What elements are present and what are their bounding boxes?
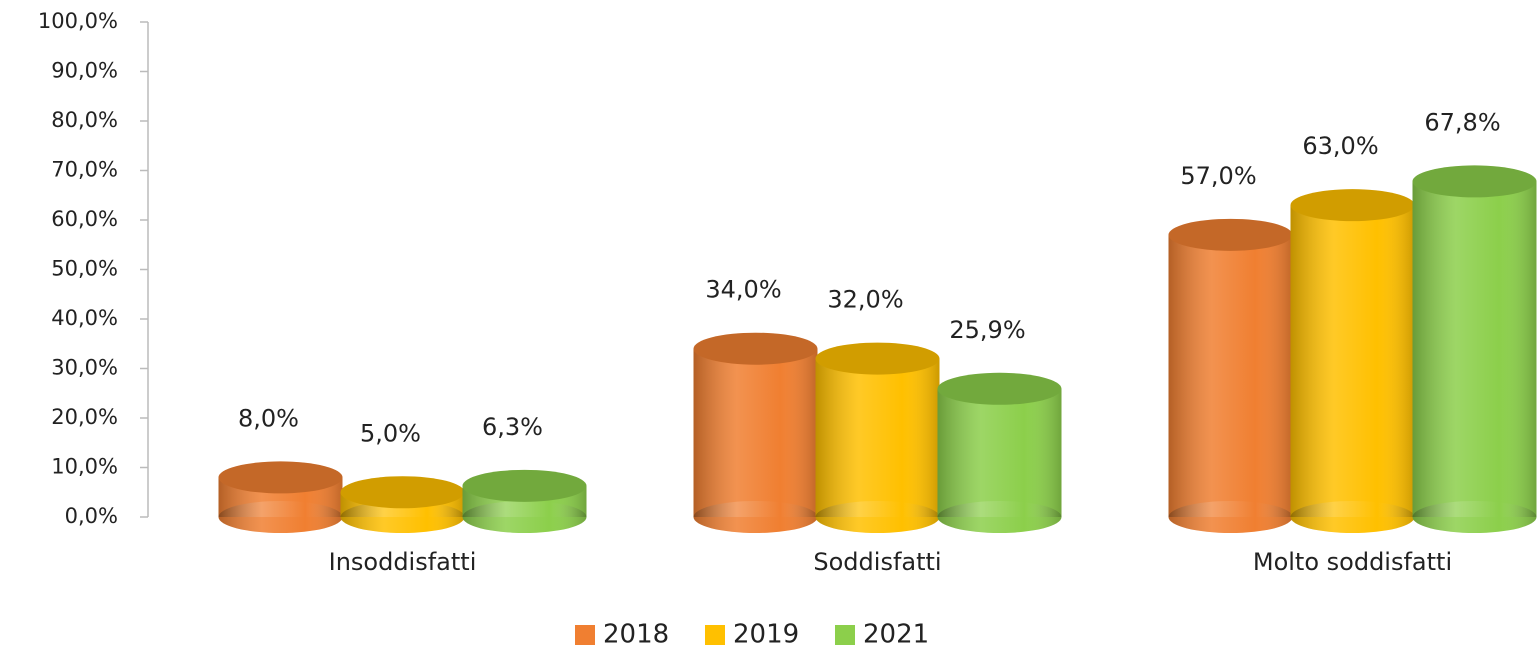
y-tick-label: 30,0% bbox=[51, 356, 118, 380]
y-tick-label: 40,0% bbox=[51, 306, 118, 330]
value-label: 32,0% bbox=[827, 286, 903, 314]
bar-top bbox=[937, 372, 1062, 405]
legend-swatch bbox=[705, 625, 725, 645]
bar-top-shade bbox=[937, 372, 1062, 405]
bar-top bbox=[462, 469, 587, 502]
y-tick-label: 10,0% bbox=[51, 455, 118, 479]
value-label: 25,9% bbox=[949, 316, 1025, 344]
y-tick-label: 70,0% bbox=[51, 158, 118, 182]
bar-top-shade bbox=[340, 476, 465, 509]
legend-label: 2019 bbox=[733, 620, 799, 650]
bar-top-shade bbox=[1168, 218, 1293, 251]
y-tick-label: 20,0% bbox=[51, 405, 118, 429]
bar-top-shade bbox=[462, 469, 587, 502]
y-tick-label: 60,0% bbox=[51, 207, 118, 231]
bar-top-shade bbox=[693, 332, 818, 365]
y-tick-label: 0,0% bbox=[65, 504, 118, 528]
value-label: 34,0% bbox=[705, 276, 781, 304]
legend-label: 2021 bbox=[863, 620, 929, 650]
x-tick-label: Insoddisfatti bbox=[329, 548, 477, 576]
y-tick-label: 90,0% bbox=[51, 59, 118, 83]
bar-top-shade bbox=[1412, 165, 1537, 198]
bar-top bbox=[1412, 165, 1537, 198]
value-label: 63,0% bbox=[1302, 132, 1378, 160]
bar-shade bbox=[1290, 205, 1415, 517]
value-label: 57,0% bbox=[1180, 162, 1256, 190]
bar-shade bbox=[1412, 181, 1537, 517]
bar-shade bbox=[693, 348, 818, 517]
y-tick-label: 100,0% bbox=[38, 9, 118, 33]
y-tick-label: 80,0% bbox=[51, 108, 118, 132]
value-label: 8,0% bbox=[238, 404, 299, 432]
bar-top bbox=[340, 476, 465, 509]
bar-top bbox=[1168, 218, 1293, 251]
bar-top-shade bbox=[1290, 189, 1415, 222]
bar-top bbox=[815, 342, 940, 375]
value-label: 5,0% bbox=[360, 419, 421, 447]
bar-shade bbox=[815, 358, 940, 517]
value-label: 67,8% bbox=[1424, 108, 1500, 136]
bar-top bbox=[218, 461, 343, 494]
legend-swatch bbox=[575, 625, 595, 645]
bar-top-shade bbox=[815, 342, 940, 375]
bar-top-shade bbox=[218, 461, 343, 494]
legend-swatch bbox=[835, 625, 855, 645]
x-tick-label: Molto soddisfatti bbox=[1253, 548, 1452, 576]
x-tick-label: Soddisfatti bbox=[813, 548, 941, 576]
bar-shade bbox=[937, 388, 1062, 517]
legend-label: 2018 bbox=[603, 620, 669, 650]
y-tick-label: 50,0% bbox=[51, 257, 118, 281]
value-label: 6,3% bbox=[482, 413, 543, 441]
bar-top bbox=[1290, 189, 1415, 222]
bar-top bbox=[693, 332, 818, 365]
bar-shade bbox=[1168, 234, 1293, 517]
